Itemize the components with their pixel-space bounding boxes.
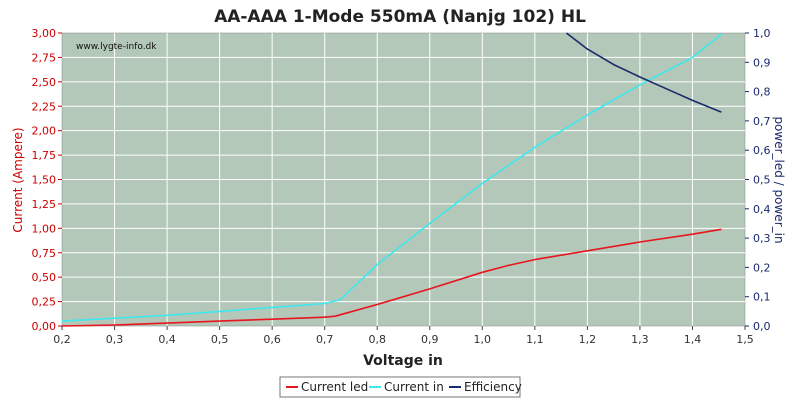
y-right-tick-label: 0,7: [753, 115, 771, 128]
x-tick-label: 0,4: [158, 333, 176, 346]
x-tick-label: 0,6: [263, 333, 281, 346]
y-left-tick-label: 2,50: [32, 76, 57, 89]
legend-label-current-in: Current in: [384, 380, 444, 394]
y-left-tick-label: 1,75: [32, 149, 57, 162]
y-right-tick-label: 0,0: [753, 320, 771, 333]
y-left-tick-label: 2,75: [32, 51, 57, 64]
x-tick-label: 0,2: [53, 333, 71, 346]
y-right-tick-label: 0,8: [753, 86, 771, 99]
series-line-current-led: [61, 228, 722, 327]
legend-label-current-led: Current led: [301, 380, 368, 394]
series-line-efficiency: [565, 32, 722, 113]
y-right-axis-ticks: 0,0 0,1 0,2 0,3 0,4 0,5 0,6 0,7 0,8 0,9 1,0: [745, 27, 771, 333]
x-tick-label: 1,1: [526, 333, 544, 346]
legend-box: [279, 376, 521, 398]
y-left-tick-label: 0,75: [32, 247, 57, 260]
y-left-axis-label: Current (Ampere): [11, 127, 25, 232]
y-left-tick-label: 0,50: [32, 271, 57, 284]
x-tick-label: 1,2: [579, 333, 597, 346]
x-tick-label: 0,8: [368, 333, 386, 346]
y-left-tick-label: 0,00: [32, 320, 57, 333]
x-tick-label: 0,5: [211, 333, 229, 346]
x-tick-label: 1,0: [474, 333, 492, 346]
y-right-tick-label: 0,5: [753, 174, 771, 187]
legend: Current led Current in Efficiency: [279, 376, 522, 398]
series-line-current-in: [61, 33, 722, 322]
y-left-tick-label: 3,00: [32, 27, 57, 40]
x-axis-label: Voltage in: [363, 353, 443, 369]
x-tick-label: 0,7: [316, 333, 334, 346]
x-axis-ticks: 0,2 0,3 0,4 0,5 0,6 0,7 0,8 0,9 1,0 1,1 1,2 1,3 1,4 1…: [53, 326, 754, 346]
y-left-tick-label: 2,25: [32, 100, 57, 113]
x-tick-label: 1,3: [631, 333, 649, 346]
chart-title: AA-AAA 1-Mode 550mA (Nanjg 102) HL: [214, 7, 586, 27]
y-left-tick-label: 2,00: [32, 125, 57, 138]
y-right-tick-label: 0,4: [753, 203, 771, 216]
grid-lines: [62, 33, 745, 326]
y-left-tick-label: 1,50: [32, 174, 57, 187]
x-tick-label: 0,9: [421, 333, 439, 346]
y-left-tick-label: 1,00: [32, 222, 57, 235]
legend-label-efficiency: Efficiency: [464, 380, 522, 394]
y-right-tick-label: 1,0: [753, 27, 771, 40]
x-tick-label: 1,5: [736, 333, 754, 346]
y-right-tick-label: 0,3: [753, 232, 771, 245]
y-right-tick-label: 0,1: [753, 291, 771, 304]
y-right-tick-label: 0,9: [753, 56, 771, 69]
y-left-axis-ticks: 0,00 0,25 0,50 0,75 1,00 1,25 1,50 1,75 2,00 2,25…: [32, 27, 62, 333]
y-left-tick-label: 1,25: [32, 198, 57, 211]
y-right-axis-label: power_led / power_in: [772, 116, 786, 243]
x-tick-label: 0,3: [106, 333, 124, 346]
watermark: www.lygte-info.dk: [76, 42, 157, 52]
y-right-tick-label: 0,2: [753, 261, 771, 274]
y-left-tick-label: 0,25: [32, 296, 57, 309]
series-layer: [61, 32, 722, 327]
x-tick-label: 1,4: [684, 333, 702, 346]
y-right-tick-label: 0,6: [753, 144, 771, 157]
